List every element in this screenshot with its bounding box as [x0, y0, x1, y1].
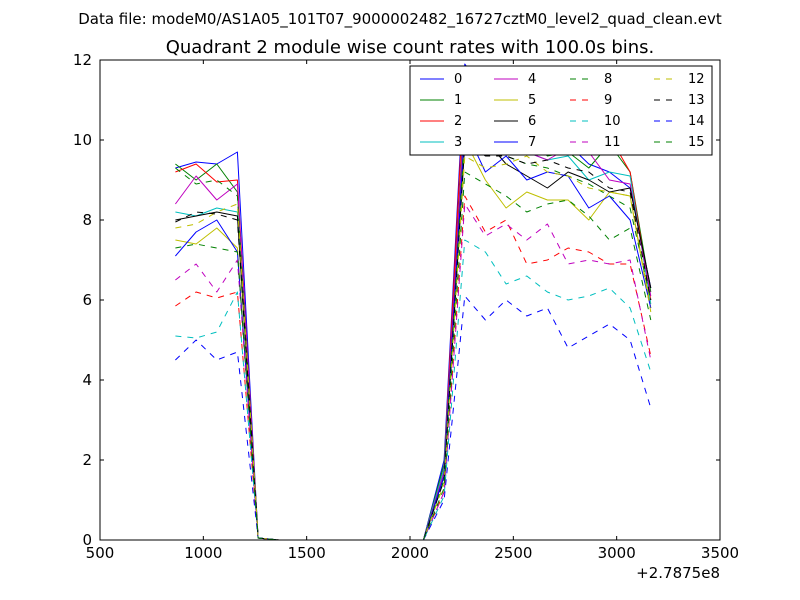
legend-label-14: 14 [688, 114, 705, 129]
legend-label-4: 4 [528, 72, 536, 87]
x-tick-label: 2000 [391, 544, 429, 562]
chart-title: Quadrant 2 module wise count rates with … [166, 37, 655, 58]
x-tick-label: 3000 [598, 544, 636, 562]
y-tick-label: 2 [82, 451, 92, 469]
x-offset-label: +2.7875e8 [636, 564, 720, 582]
series-layer [174, 63, 652, 540]
legend-label-1: 1 [454, 93, 462, 108]
x-tick-label: 2500 [494, 544, 532, 562]
legend-label-9: 9 [604, 93, 612, 108]
legend-label-0: 0 [454, 72, 462, 87]
legend-label-12: 12 [688, 72, 705, 87]
y-tick-label: 8 [82, 211, 92, 229]
y-tick-label: 12 [73, 51, 92, 69]
legend-box [409, 65, 713, 156]
series-line-12 [175, 155, 652, 540]
legend-label-7: 7 [528, 135, 536, 150]
y-tick-label: 4 [82, 371, 92, 389]
y-tick-label: 10 [73, 131, 92, 149]
legend-label-6: 6 [528, 114, 536, 129]
legend-label-15: 15 [688, 135, 705, 150]
legend-label-10: 10 [604, 114, 621, 129]
y-tick-label: 0 [82, 531, 92, 549]
series-line-15 [175, 171, 652, 540]
x-tick-label: 1000 [184, 544, 222, 562]
series-line-11 [175, 203, 652, 540]
x-tick-label: 3500 [701, 544, 739, 562]
legend-label-13: 13 [688, 93, 705, 108]
legend-label-5: 5 [528, 93, 536, 108]
figure-suptitle: Data file: modeM0/AS1A05_101T07_90000024… [78, 10, 722, 29]
x-tick-label: 500 [86, 544, 115, 562]
legend-label-2: 2 [454, 114, 462, 129]
y-tick-label: 6 [82, 291, 92, 309]
legend-label-11: 11 [604, 135, 621, 150]
legend-label-8: 8 [604, 72, 612, 87]
legend-label-3: 3 [454, 135, 462, 150]
x-tick-label: 1500 [288, 544, 326, 562]
